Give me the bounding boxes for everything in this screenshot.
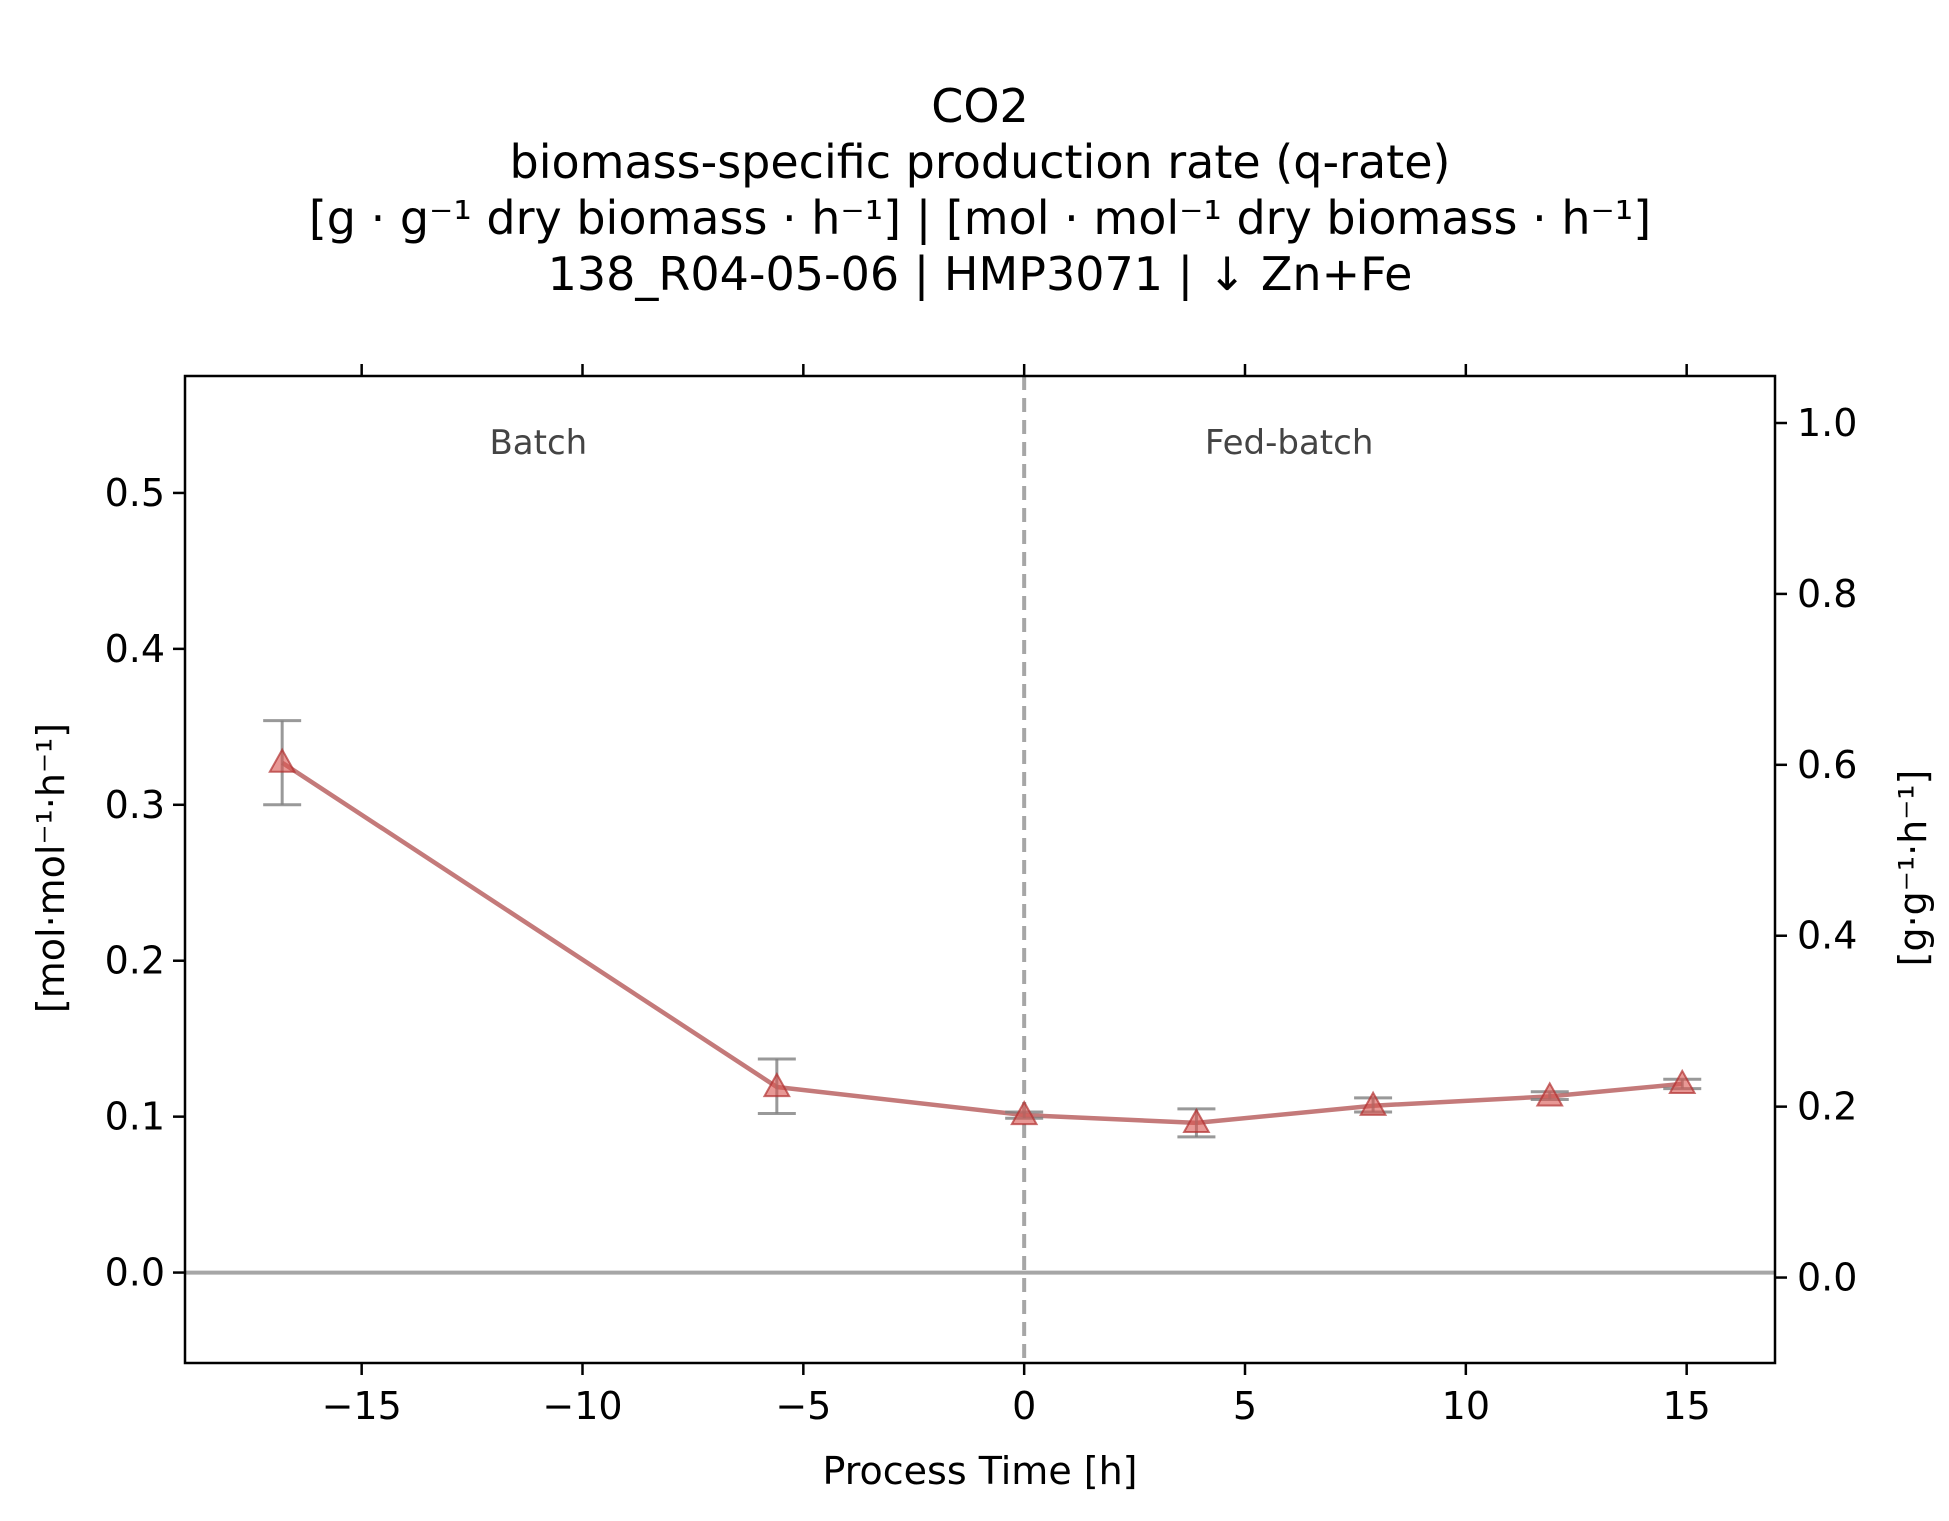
y-left-tick-label: 0.3 [105,783,165,827]
title-line-2: biomass-specific production rate (q-rate… [510,135,1451,189]
phase-label-0: Batch [489,423,587,463]
chart-title: CO2 biomass-specific production rate (q-… [309,79,1651,302]
y-left-tick-label: 0.5 [105,471,165,515]
x-axis-label: Process Time [h] [822,1449,1137,1493]
y-axis-right-label: [g·g⁻¹·h⁻¹] [1891,770,1935,967]
title-line-4: 138_R04-05-06 | HMP3071 | ↓ Zn+Fe [548,247,1413,302]
y-right-tick-label: 0.4 [1797,914,1857,958]
x-tick-label: −15 [322,1384,402,1428]
data-point-4 [1359,1090,1388,1116]
data-point-2 [1010,1100,1039,1126]
y-left-tick-label: 0.0 [105,1251,165,1295]
y-right-tick-label: 0.6 [1797,743,1857,787]
y-left-tick-label: 0.1 [105,1095,165,1139]
x-tick-label: 15 [1662,1384,1710,1428]
data-point-5 [1535,1081,1564,1107]
plot-area: Batch Fed-batch −15 −10 −5 0 5 10 15 0.0 0.1 0.2 0.3… [105,364,1857,1428]
y-left-tick-label: 0.4 [105,627,165,671]
x-tick-label: 10 [1442,1384,1490,1428]
data-point-6 [1668,1068,1697,1094]
phase-label-1: Fed-batch [1205,423,1373,463]
x-tick-label: −10 [542,1384,622,1428]
axes-frame [183,374,1777,1365]
x-tick-label: 0 [1012,1384,1036,1428]
y-left-tick-label: 0.2 [105,939,165,983]
y-right-tick-label: 1.0 [1797,401,1857,445]
x-tick-label: −5 [775,1384,831,1428]
y-right-tick-label: 0.8 [1797,572,1857,616]
data-point-0 [268,747,297,773]
y-right-tick-label: 0.0 [1797,1256,1857,1300]
y-axis-left-label: [mol·mol⁻¹·h⁻¹] [29,723,73,1013]
data-point-1 [762,1071,791,1098]
data-point-3 [1182,1107,1211,1133]
title-line-1: CO2 [931,79,1029,133]
y-right-tick-label: 0.2 [1797,1085,1857,1129]
series-line [280,760,1683,1126]
x-tick-label: 5 [1233,1384,1257,1428]
title-line-3: [g · g⁻¹ dry biomass · h⁻¹] | [mol · mol… [309,191,1651,246]
